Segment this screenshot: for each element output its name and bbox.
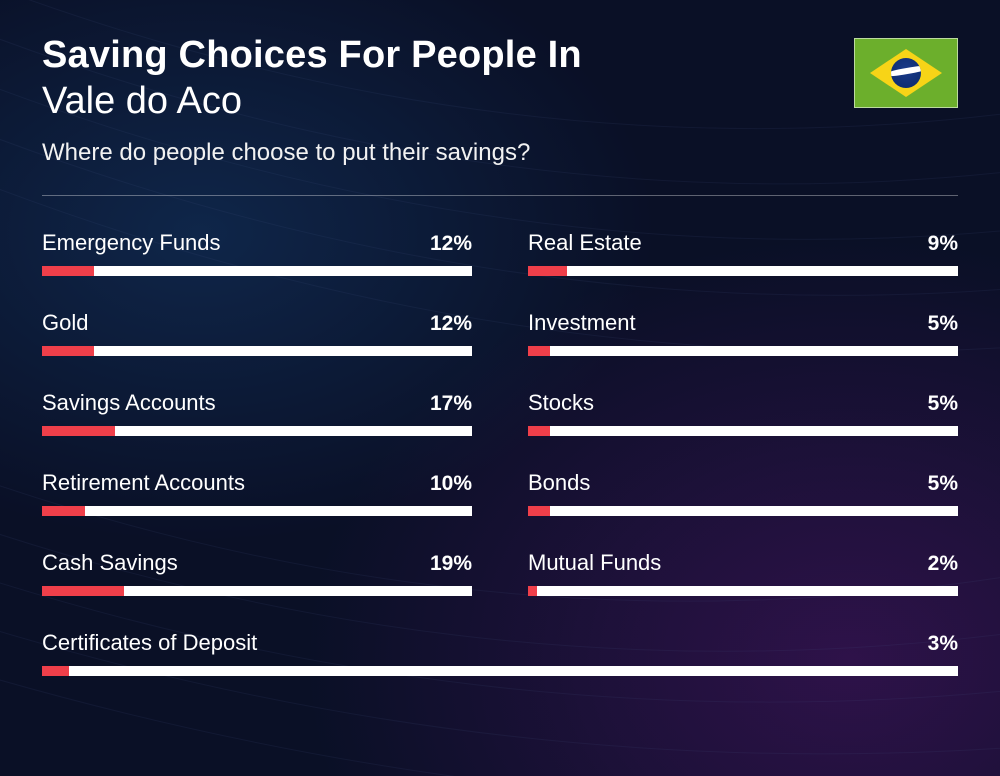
bar-head: Stocks 5%	[528, 390, 958, 416]
bar-head: Mutual Funds 2%	[528, 550, 958, 576]
bar-track	[42, 586, 472, 596]
bar-item: Gold 12%	[42, 310, 472, 356]
bar-track	[528, 506, 958, 516]
bars-grid: Emergency Funds 12% Real Estate 9% Gold 12% In…	[42, 230, 958, 676]
bar-track	[42, 506, 472, 516]
bar-value: 5%	[928, 472, 958, 496]
bar-label: Bonds	[528, 470, 590, 496]
bar-fill	[42, 346, 94, 356]
bar-item: Certificates of Deposit 3%	[42, 630, 958, 676]
bar-label: Savings Accounts	[42, 390, 216, 416]
bar-value: 2%	[928, 552, 958, 576]
bar-fill	[42, 586, 124, 596]
bar-label: Cash Savings	[42, 550, 178, 576]
bar-value: 5%	[928, 312, 958, 336]
bar-label: Mutual Funds	[528, 550, 661, 576]
bar-head: Retirement Accounts 10%	[42, 470, 472, 496]
bar-track	[528, 266, 958, 276]
bar-head: Investment 5%	[528, 310, 958, 336]
bar-item: Retirement Accounts 10%	[42, 470, 472, 516]
bar-label: Gold	[42, 310, 88, 336]
bar-item: Emergency Funds 12%	[42, 230, 472, 276]
bar-value: 9%	[928, 232, 958, 256]
bar-fill	[528, 266, 567, 276]
bar-fill	[528, 426, 550, 436]
bar-value: 10%	[430, 472, 472, 496]
bar-fill	[42, 426, 115, 436]
bar-label: Investment	[528, 310, 636, 336]
bar-value: 19%	[430, 552, 472, 576]
bar-head: Real Estate 9%	[528, 230, 958, 256]
bar-item: Real Estate 9%	[528, 230, 958, 276]
bar-track	[528, 586, 958, 596]
bar-head: Emergency Funds 12%	[42, 230, 472, 256]
bar-value: 12%	[430, 312, 472, 336]
bar-label: Emergency Funds	[42, 230, 221, 256]
bar-value: 12%	[430, 232, 472, 256]
bar-fill	[42, 266, 94, 276]
divider	[42, 195, 958, 196]
title-block: Saving Choices For People In Vale do Aco…	[42, 34, 582, 167]
bar-track	[42, 266, 472, 276]
header: Saving Choices For People In Vale do Aco…	[42, 34, 958, 167]
bar-head: Bonds 5%	[528, 470, 958, 496]
title-line2: Vale do Aco	[42, 79, 582, 124]
bar-head: Certificates of Deposit 3%	[42, 630, 958, 656]
title-line1: Saving Choices For People In	[42, 34, 582, 77]
bar-label: Stocks	[528, 390, 594, 416]
bar-label: Retirement Accounts	[42, 470, 245, 496]
bar-value: 17%	[430, 392, 472, 416]
bar-head: Cash Savings 19%	[42, 550, 472, 576]
brazil-flag-icon	[854, 38, 958, 108]
bar-track	[528, 426, 958, 436]
bar-label: Real Estate	[528, 230, 642, 256]
bar-value: 3%	[928, 632, 958, 656]
bar-item: Savings Accounts 17%	[42, 390, 472, 436]
bar-track	[42, 346, 472, 356]
bar-item: Stocks 5%	[528, 390, 958, 436]
subtitle: Where do people choose to put their savi…	[42, 139, 582, 167]
bar-track	[42, 666, 958, 676]
bar-fill	[528, 586, 537, 596]
bar-head: Savings Accounts 17%	[42, 390, 472, 416]
infographic-root: Saving Choices For People In Vale do Aco…	[0, 0, 1000, 696]
bar-label: Certificates of Deposit	[42, 630, 257, 656]
bar-track	[42, 426, 472, 436]
bar-item: Bonds 5%	[528, 470, 958, 516]
bar-item: Cash Savings 19%	[42, 550, 472, 596]
bar-track	[528, 346, 958, 356]
bar-value: 5%	[928, 392, 958, 416]
bar-item: Investment 5%	[528, 310, 958, 356]
bar-fill	[42, 666, 69, 676]
bar-item: Mutual Funds 2%	[528, 550, 958, 596]
bar-fill	[528, 346, 550, 356]
bar-fill	[42, 506, 85, 516]
bar-fill	[528, 506, 550, 516]
bar-head: Gold 12%	[42, 310, 472, 336]
